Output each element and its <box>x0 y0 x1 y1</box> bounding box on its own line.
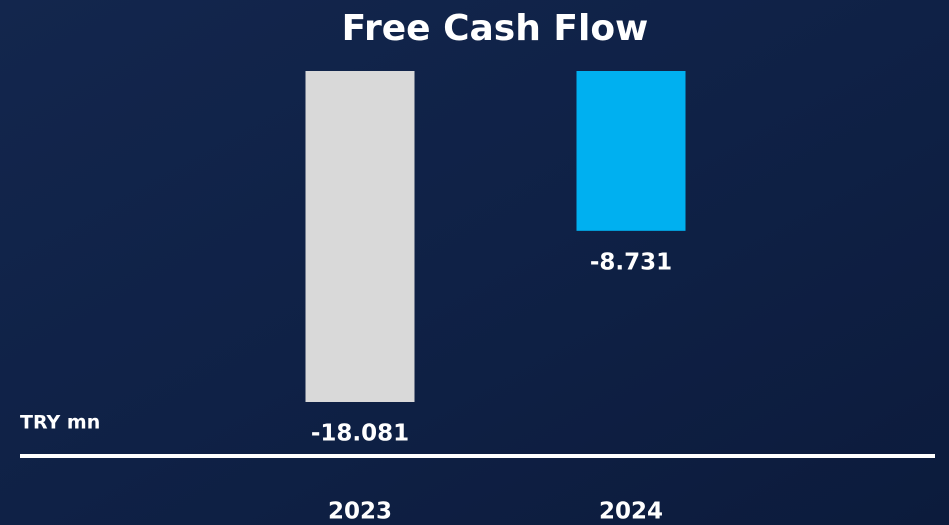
value-label: -18.081 <box>311 421 409 447</box>
bar <box>306 71 415 402</box>
unit-label: TRY mn <box>20 412 100 434</box>
chart: Free Cash Flow TRY mn -18.081 2023 -8.731 2… <box>0 0 949 525</box>
x-tick-label: 2023 <box>328 499 392 525</box>
bar <box>577 71 686 231</box>
page: {"chart_data": {"type": "bar", "title": … <box>0 0 949 525</box>
value-label: -8.731 <box>590 249 672 275</box>
x-tick-label: 2024 <box>599 499 663 525</box>
background <box>0 0 949 525</box>
chart-title: Free Cash Flow <box>342 8 649 49</box>
